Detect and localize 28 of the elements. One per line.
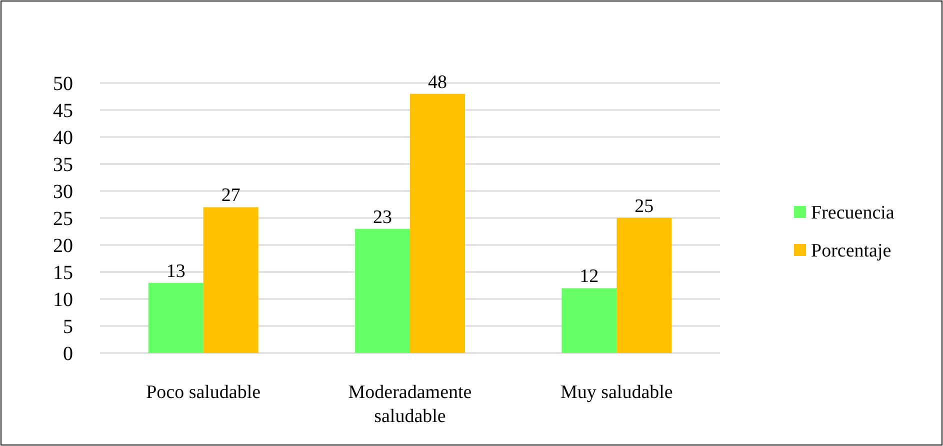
y-tick-label: 35 <box>53 154 73 176</box>
bar <box>148 282 204 353</box>
data-label: 12 <box>580 266 599 288</box>
y-tick-label: 0 <box>63 343 73 365</box>
bar <box>410 94 465 353</box>
y-tick-label: 5 <box>63 316 73 338</box>
bar <box>203 207 258 353</box>
legend-label: Frecuencia <box>811 202 895 224</box>
data-label: 27 <box>221 185 240 206</box>
x-tick-label: Muy saludable <box>560 382 673 403</box>
data-label: 25 <box>634 196 654 217</box>
data-label: 23 <box>373 206 392 228</box>
data-label: 13 <box>166 260 186 282</box>
y-tick-label: 45 <box>53 100 73 122</box>
x-tick-label: Poco saludable <box>146 382 261 403</box>
bar <box>616 218 672 353</box>
y-tick-label: 40 <box>53 127 73 149</box>
bar <box>355 228 410 353</box>
y-tick-label: 10 <box>53 289 73 311</box>
y-tick-label: 30 <box>53 181 73 203</box>
bar <box>562 288 617 353</box>
legend-label: Porcentaje <box>811 240 892 262</box>
x-tick-label: Moderadamente saludable <box>348 382 472 427</box>
data-label: 48 <box>428 72 447 93</box>
y-tick-label: 15 <box>53 262 73 284</box>
y-tick-label: 25 <box>53 208 73 230</box>
y-tick-label: 20 <box>53 235 73 257</box>
y-tick-label: 50 <box>53 73 73 95</box>
